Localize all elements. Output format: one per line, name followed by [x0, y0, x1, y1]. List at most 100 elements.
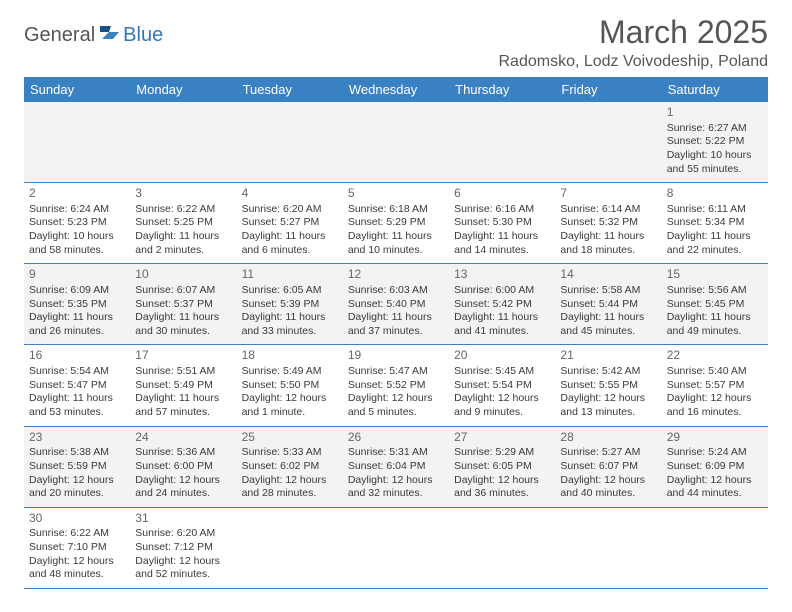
- day-info-line: Daylight: 12 hours: [29, 474, 125, 488]
- calendar-day-cell: 8Sunrise: 6:11 AMSunset: 5:34 PMDaylight…: [662, 183, 768, 264]
- weekday-header: Saturday: [662, 77, 768, 102]
- day-info-line: and 24 minutes.: [135, 487, 231, 501]
- day-number: 26: [348, 430, 444, 446]
- day-info-line: Sunset: 5:50 PM: [242, 379, 338, 393]
- day-info-line: and 10 minutes.: [348, 244, 444, 258]
- day-number: 24: [135, 430, 231, 446]
- day-info-line: and 58 minutes.: [29, 244, 125, 258]
- calendar-day-cell: 2Sunrise: 6:24 AMSunset: 5:23 PMDaylight…: [24, 183, 130, 264]
- calendar-day-cell: [449, 102, 555, 183]
- day-info-line: and 22 minutes.: [667, 244, 763, 258]
- day-info-line: Daylight: 10 hours: [667, 149, 763, 163]
- calendar-day-cell: 1Sunrise: 6:27 AMSunset: 5:22 PMDaylight…: [662, 102, 768, 183]
- day-info-line: Daylight: 11 hours: [667, 230, 763, 244]
- day-info-line: Daylight: 11 hours: [348, 230, 444, 244]
- day-info-line: Sunrise: 5:40 AM: [667, 365, 763, 379]
- day-number: 16: [29, 348, 125, 364]
- day-info-line: and 28 minutes.: [242, 487, 338, 501]
- day-info-line: Sunrise: 6:16 AM: [454, 203, 550, 217]
- day-info-line: Daylight: 11 hours: [29, 311, 125, 325]
- day-info-line: Daylight: 11 hours: [29, 392, 125, 406]
- calendar-day-cell: 23Sunrise: 5:38 AMSunset: 5:59 PMDayligh…: [24, 426, 130, 507]
- day-info-line: Daylight: 12 hours: [560, 392, 656, 406]
- calendar-day-cell: 18Sunrise: 5:49 AMSunset: 5:50 PMDayligh…: [237, 345, 343, 426]
- day-info-line: Daylight: 11 hours: [560, 230, 656, 244]
- day-number: 10: [135, 267, 231, 283]
- day-info-line: Sunrise: 6:14 AM: [560, 203, 656, 217]
- calendar-day-cell: [237, 102, 343, 183]
- day-info-line: Sunset: 5:27 PM: [242, 216, 338, 230]
- day-info-line: Daylight: 12 hours: [242, 474, 338, 488]
- day-number: 4: [242, 186, 338, 202]
- day-info-line: Sunset: 5:35 PM: [29, 298, 125, 312]
- calendar-day-cell: [343, 102, 449, 183]
- day-info-line: Daylight: 12 hours: [348, 474, 444, 488]
- weekday-header: Tuesday: [237, 77, 343, 102]
- day-info-line: and 2 minutes.: [135, 244, 231, 258]
- day-info-line: Sunrise: 6:20 AM: [135, 527, 231, 541]
- weekday-header: Friday: [555, 77, 661, 102]
- calendar-week-row: 9Sunrise: 6:09 AMSunset: 5:35 PMDaylight…: [24, 264, 768, 345]
- logo-text-general: General: [24, 24, 95, 47]
- day-info-line: Sunset: 6:02 PM: [242, 460, 338, 474]
- day-info-line: and 37 minutes.: [348, 325, 444, 339]
- day-number: 15: [667, 267, 763, 283]
- calendar-day-cell: 14Sunrise: 5:58 AMSunset: 5:44 PMDayligh…: [555, 264, 661, 345]
- day-number: 31: [135, 511, 231, 527]
- calendar-day-cell: 19Sunrise: 5:47 AMSunset: 5:52 PMDayligh…: [343, 345, 449, 426]
- calendar-day-cell: 15Sunrise: 5:56 AMSunset: 5:45 PMDayligh…: [662, 264, 768, 345]
- calendar-week-row: 2Sunrise: 6:24 AMSunset: 5:23 PMDaylight…: [24, 183, 768, 264]
- calendar-day-cell: [555, 102, 661, 183]
- day-info-line: Sunrise: 5:58 AM: [560, 284, 656, 298]
- day-info-line: Daylight: 12 hours: [560, 474, 656, 488]
- calendar-day-cell: [130, 102, 236, 183]
- day-info-line: and 9 minutes.: [454, 406, 550, 420]
- day-info-line: and 6 minutes.: [242, 244, 338, 258]
- day-number: 14: [560, 267, 656, 283]
- day-info-line: and 13 minutes.: [560, 406, 656, 420]
- day-info-line: Sunrise: 6:07 AM: [135, 284, 231, 298]
- day-number: 13: [454, 267, 550, 283]
- day-info-line: Sunset: 5:59 PM: [29, 460, 125, 474]
- day-info-line: Sunrise: 5:36 AM: [135, 446, 231, 460]
- day-info-line: Sunrise: 6:05 AM: [242, 284, 338, 298]
- calendar-day-cell: [449, 507, 555, 588]
- calendar-day-cell: 25Sunrise: 5:33 AMSunset: 6:02 PMDayligh…: [237, 426, 343, 507]
- day-info-line: and 1 minute.: [242, 406, 338, 420]
- day-info-line: Sunset: 5:47 PM: [29, 379, 125, 393]
- calendar-day-cell: 16Sunrise: 5:54 AMSunset: 5:47 PMDayligh…: [24, 345, 130, 426]
- day-number: 12: [348, 267, 444, 283]
- day-info-line: Sunrise: 6:11 AM: [667, 203, 763, 217]
- calendar-day-cell: 10Sunrise: 6:07 AMSunset: 5:37 PMDayligh…: [130, 264, 236, 345]
- day-info-line: Sunset: 5:55 PM: [560, 379, 656, 393]
- day-info-line: Sunset: 5:22 PM: [667, 135, 763, 149]
- day-info-line: Daylight: 10 hours: [29, 230, 125, 244]
- calendar-table: Sunday Monday Tuesday Wednesday Thursday…: [24, 77, 768, 589]
- day-number: 8: [667, 186, 763, 202]
- day-info-line: and 33 minutes.: [242, 325, 338, 339]
- day-info-line: Sunset: 7:10 PM: [29, 541, 125, 555]
- day-info-line: and 49 minutes.: [667, 325, 763, 339]
- calendar-day-cell: 26Sunrise: 5:31 AMSunset: 6:04 PMDayligh…: [343, 426, 449, 507]
- day-info-line: Daylight: 11 hours: [348, 311, 444, 325]
- day-number: 25: [242, 430, 338, 446]
- calendar-day-cell: 7Sunrise: 6:14 AMSunset: 5:32 PMDaylight…: [555, 183, 661, 264]
- day-info-line: Sunrise: 5:56 AM: [667, 284, 763, 298]
- day-info-line: and 41 minutes.: [454, 325, 550, 339]
- day-info-line: Daylight: 12 hours: [454, 474, 550, 488]
- calendar-day-cell: 24Sunrise: 5:36 AMSunset: 6:00 PMDayligh…: [130, 426, 236, 507]
- day-number: 30: [29, 511, 125, 527]
- day-info-line: Daylight: 12 hours: [29, 555, 125, 569]
- calendar-day-cell: 9Sunrise: 6:09 AMSunset: 5:35 PMDaylight…: [24, 264, 130, 345]
- day-info-line: Sunrise: 5:51 AM: [135, 365, 231, 379]
- day-info-line: Sunrise: 5:29 AM: [454, 446, 550, 460]
- day-number: 27: [454, 430, 550, 446]
- day-number: 11: [242, 267, 338, 283]
- calendar-week-row: 23Sunrise: 5:38 AMSunset: 5:59 PMDayligh…: [24, 426, 768, 507]
- day-number: 17: [135, 348, 231, 364]
- location-subtitle: Radomsko, Lodz Voivodeship, Poland: [498, 53, 768, 71]
- calendar-day-cell: 30Sunrise: 6:22 AMSunset: 7:10 PMDayligh…: [24, 507, 130, 588]
- day-info-line: Sunset: 7:12 PM: [135, 541, 231, 555]
- day-info-line: Daylight: 12 hours: [135, 474, 231, 488]
- logo-flag-icon: [99, 24, 121, 47]
